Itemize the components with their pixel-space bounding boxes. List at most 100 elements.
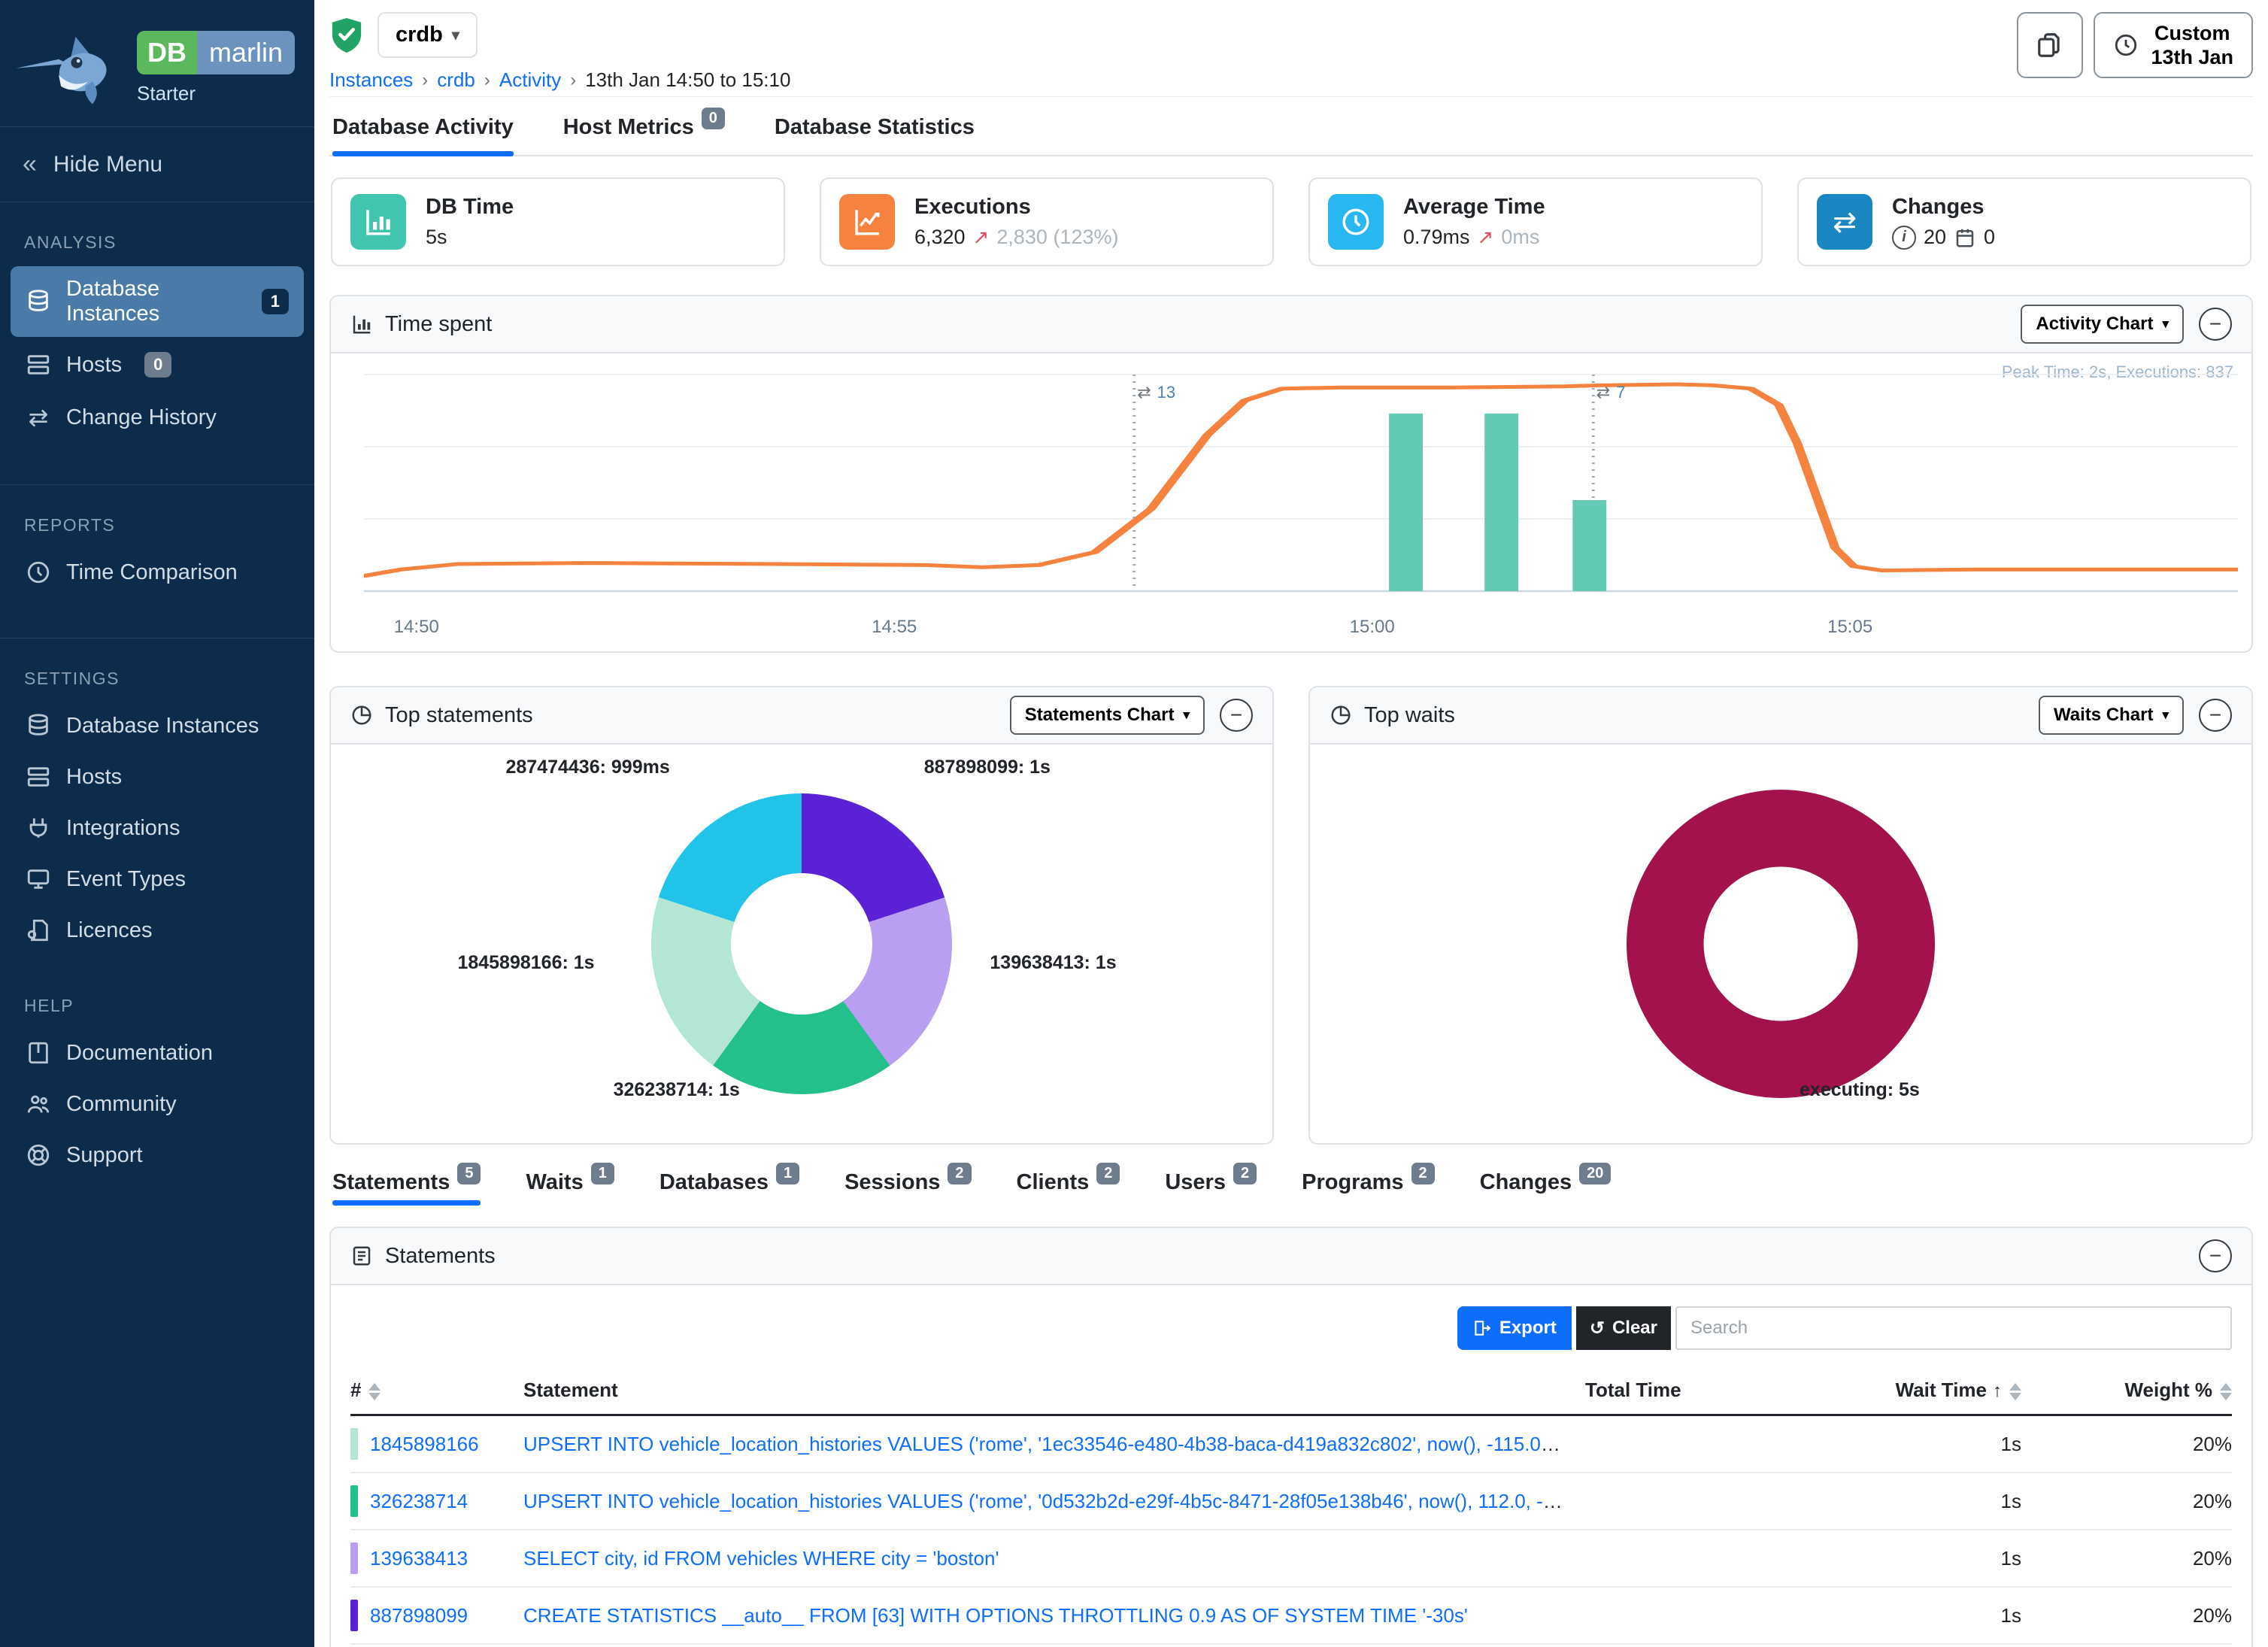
section-title-analysis: ANALYSIS — [24, 232, 117, 252]
collapse-panel-button[interactable]: − — [2199, 308, 2232, 341]
donut-ring[interactable] — [1627, 790, 1935, 1098]
sidebar-item-label: Integrations — [66, 815, 180, 840]
sidebar-item-database-instances[interactable]: Database Instances 1 — [11, 266, 304, 337]
donut-ring[interactable] — [651, 793, 952, 1094]
tab-database-statistics[interactable]: Database Statistics — [775, 115, 975, 155]
statement-color-chip — [350, 1600, 358, 1631]
sidebar-item-settings-database-instances[interactable]: Database Instances — [11, 702, 304, 749]
breadcrumb-separator: › — [484, 69, 490, 90]
sidebar-item-licences[interactable]: Licences — [11, 907, 304, 954]
breadcrumb-crdb[interactable]: crdb — [437, 68, 475, 91]
change-marker-label[interactable]: ⇄ 13 — [1137, 382, 1176, 402]
tab-databases[interactable]: Databases 1 — [659, 1163, 800, 1206]
db-time-line — [364, 382, 2238, 578]
sidebar-item-change-history[interactable]: ⇄ Change History — [11, 393, 304, 442]
count-badge: 5 — [457, 1163, 481, 1184]
weight-value: 20% — [2192, 1546, 2232, 1570]
collapse-panel-button[interactable]: − — [2199, 1239, 2232, 1272]
kpi-average-time: Average Time 0.79ms ↗ 0ms — [1308, 177, 1763, 266]
time-range-button[interactable]: Custom 13th Jan — [2094, 12, 2253, 78]
search-input[interactable] — [1675, 1306, 2232, 1350]
waits-chart-dropdown[interactable]: Waits Chart ▾ — [2038, 696, 2184, 735]
statement-link[interactable]: UPSERT INTO vehicle_location_histories V… — [523, 1489, 1577, 1512]
weight-value: 20% — [2192, 1489, 2232, 1512]
sidebar-item-time-comparison[interactable]: Time Comparison — [11, 549, 304, 596]
sidebar-item-documentation[interactable]: Documentation — [11, 1030, 304, 1076]
tab-waits[interactable]: Waits 1 — [526, 1163, 614, 1206]
table-row: 887898099 CREATE STATISTICS __auto__ FRO… — [350, 1588, 2232, 1645]
kpi-title: DB Time — [426, 195, 514, 219]
sort-icon — [2009, 1382, 2021, 1400]
sidebar-item-hosts[interactable]: Hosts 0 — [11, 341, 304, 388]
col-header-statement[interactable]: Statement — [523, 1379, 618, 1401]
table-row: 326238714 UPSERT INTO vehicle_location_h… — [350, 1473, 2232, 1530]
executions-bar[interactable] — [1484, 413, 1519, 591]
sidebar-item-settings-hosts[interactable]: Hosts — [11, 754, 304, 800]
tab-label: Database Activity — [332, 115, 514, 139]
pie-chart-icon — [352, 705, 371, 725]
count-badge: 2 — [1096, 1163, 1120, 1184]
tab-programs[interactable]: Programs 2 — [1302, 1163, 1435, 1206]
donut-segment-label: 1845898166: 1s — [457, 951, 595, 973]
health-shield-icon — [332, 17, 362, 53]
sidebar-item-label: Licences — [66, 918, 153, 942]
tab-label: Sessions — [844, 1170, 941, 1194]
export-button[interactable]: Export — [1457, 1306, 1572, 1350]
statement-link[interactable]: UPSERT INTO vehicle_location_histories V… — [523, 1432, 1585, 1455]
tab-database-activity[interactable]: Database Activity — [332, 115, 514, 156]
executions-bar[interactable] — [1572, 500, 1607, 591]
col-header-num[interactable]: # — [350, 1379, 523, 1402]
clear-button[interactable]: ↺ Clear — [1575, 1306, 1671, 1350]
kpi-info-count: 20 — [1924, 226, 1947, 248]
kpi-changes: ⇄ Changes i 20 0 — [1797, 177, 2251, 266]
logo-db-box: DB — [137, 30, 197, 74]
calendar-icon — [1956, 229, 1974, 247]
col-header-total-time[interactable]: Total Time — [1585, 1379, 1681, 1401]
collapse-panel-button[interactable]: − — [2199, 699, 2232, 732]
plug-icon — [29, 818, 47, 838]
statement-link[interactable]: SELECT city, id FROM vehicles WHERE city… — [523, 1546, 999, 1570]
tab-changes[interactable]: Changes 20 — [1480, 1163, 1612, 1206]
copy-link-button[interactable] — [2017, 12, 2084, 78]
sidebar-item-integrations[interactable]: Integrations — [11, 805, 304, 851]
col-header-weight[interactable]: Weight % — [2021, 1379, 2232, 1402]
clock-icon — [2115, 34, 2137, 56]
tab-label: Waits — [526, 1170, 584, 1194]
tab-sessions[interactable]: Sessions 2 — [844, 1163, 972, 1206]
sidebar-item-community[interactable]: Community — [11, 1081, 304, 1127]
kpi-event-count: 0 — [1984, 226, 1996, 248]
executions-bar[interactable] — [1389, 413, 1423, 591]
activity-chart-dropdown[interactable]: Activity Chart ▾ — [2021, 305, 2184, 344]
statement-link[interactable]: CREATE STATISTICS __auto__ FROM [63] WIT… — [523, 1603, 1468, 1627]
hide-menu-label: Hide Menu — [53, 151, 162, 177]
donut-segment-label: 287474436: 999ms — [505, 756, 670, 778]
collapse-panel-button[interactable]: − — [1220, 699, 1253, 732]
brand-logo[interactable]: DB marlin Starter — [0, 0, 314, 126]
breadcrumb-instances[interactable]: Instances — [329, 68, 414, 91]
sidebar-item-support[interactable]: Support — [11, 1132, 304, 1178]
col-header-wait-time[interactable]: Wait Time ↑ — [1736, 1379, 2021, 1402]
sidebar-section-settings: SETTINGS Database Instances Hosts Integr… — [0, 669, 314, 954]
statements-chart-dropdown[interactable]: Statements Chart ▾ — [1009, 696, 1205, 735]
statement-id-link[interactable]: 139638413 — [370, 1546, 468, 1570]
tab-host-metrics[interactable]: Host Metrics 0 — [563, 108, 725, 155]
instance-selector[interactable]: crdb ▾ — [377, 12, 478, 58]
breadcrumb-activity[interactable]: Activity — [499, 68, 562, 91]
change-marker-label[interactable]: ⇄ 7 — [1596, 382, 1626, 402]
tab-clients[interactable]: Clients 2 — [1017, 1163, 1120, 1206]
peak-note: Peak Time: 2s, Executions: 837 — [2001, 362, 2233, 381]
hide-menu-button[interactable]: « Hide Menu — [0, 127, 314, 202]
sidebar: DB marlin Starter « Hide Menu ANALYSIS D… — [0, 0, 314, 1647]
kpi-row: DB Time 5s Executions 6,320 ↗ 2,830 (123… — [331, 177, 2251, 266]
tab-statements[interactable]: Statements 5 — [332, 1163, 481, 1206]
statement-id-link[interactable]: 1845898166 — [370, 1432, 479, 1455]
statement-id-link[interactable]: 887898099 — [370, 1603, 468, 1627]
tab-users[interactable]: Users 2 — [1165, 1163, 1257, 1206]
charts-row: Top statements Statements Chart ▾ − 8878… — [329, 653, 2253, 1145]
line-chart-icon — [839, 194, 895, 250]
sidebar-item-event-types[interactable]: Event Types — [11, 856, 304, 902]
time-spent-plot: ⇄ 13 ⇄ 7 14:50 14:55 15:00 15:05 — [364, 369, 2238, 637]
sidebar-item-label: Event Types — [66, 866, 186, 891]
time-range-mode: Custom — [2154, 21, 2230, 44]
statement-id-link[interactable]: 326238714 — [370, 1489, 468, 1512]
